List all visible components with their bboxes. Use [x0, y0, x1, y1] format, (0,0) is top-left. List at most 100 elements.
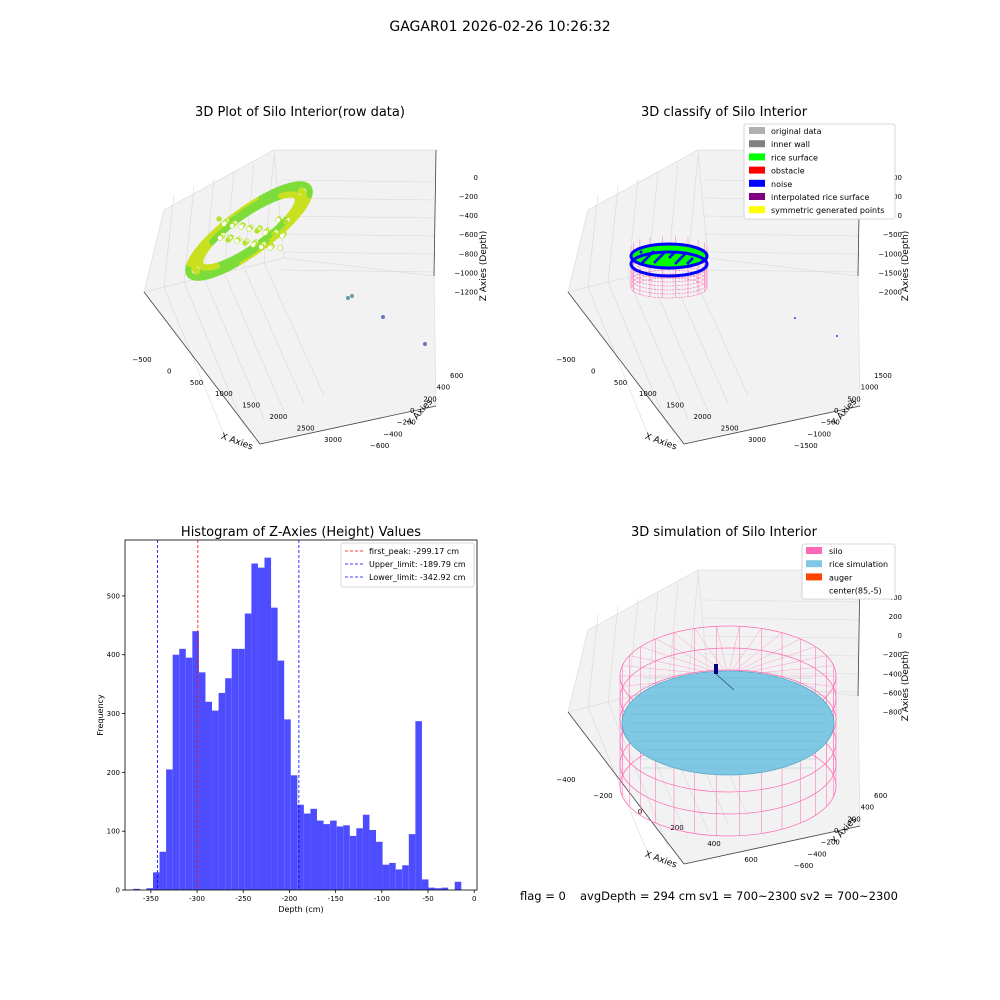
sim-legend-swatch [806, 547, 822, 554]
cls-noise-point [678, 257, 682, 261]
raw-title: 3D Plot of Silo Interior(row data) [195, 105, 405, 120]
sim-xtick-label: −200 [593, 792, 612, 800]
cls-legend-label: obstacle [771, 167, 805, 176]
raw-xtick-label: −500 [132, 356, 151, 364]
classify-xlabel: X Axies [643, 432, 678, 453]
cls-ytick-label: −1500 [794, 442, 818, 450]
histogram-bar [382, 864, 390, 890]
raw-inner-point [279, 233, 285, 239]
sim-grid [587, 707, 649, 855]
cls-grid [703, 251, 861, 255]
raw-inner-point [254, 228, 260, 234]
footer-sv1: sv1 = 700~2300 [699, 889, 797, 903]
cls-noise-point [639, 250, 643, 254]
footer-avg-depth: avgDepth = 294 cm [580, 889, 696, 903]
cls-xtick-label: 0 [591, 367, 595, 375]
simulation-panel: 3D simulation of Silo Interior −400 −200 0… [556, 525, 911, 871]
cls-noise-point [688, 259, 692, 263]
sim-ztick-label: 400 [889, 594, 902, 602]
histogram-bar [369, 830, 377, 890]
histogram-bar [225, 678, 232, 890]
histogram-bar [159, 851, 167, 890]
histogram-bar [290, 775, 298, 890]
sim-grid [587, 614, 599, 708]
sim-ytick-label: 600 [874, 792, 887, 800]
sim-grid [607, 702, 669, 847]
histogram-ylabel: Frequency [96, 694, 105, 736]
histogram-bar [284, 719, 291, 890]
raw-inner-point [216, 216, 222, 222]
histogram-bar [297, 804, 304, 890]
classify-panel: 3D classify of Silo Interior −5000500100… [556, 105, 911, 453]
histogram-xtick-label: 0 [472, 895, 476, 903]
classify-title: 3D classify of Silo Interior [641, 105, 808, 120]
histogram-bar [421, 879, 429, 890]
raw-inner-point [238, 224, 244, 230]
histogram-legend-label: Lower_limit: -342.92 cm [369, 573, 466, 582]
histogram-bar [454, 881, 462, 890]
sim-xtick-label: −400 [556, 776, 575, 784]
raw-x-axis-line [143, 291, 261, 445]
histogram-bar [415, 721, 422, 890]
raw-grid [243, 267, 305, 404]
cls-noise-point [684, 251, 688, 255]
raw-grid [203, 277, 265, 419]
raw-ztick-label: 0 [474, 174, 478, 182]
histogram-title: Histogram of Z-Axies (Height) Values [181, 525, 421, 540]
cls-noise-point [668, 255, 672, 259]
histogram-bar [356, 828, 363, 890]
cls-legend-swatch [749, 206, 765, 214]
sim-grid [647, 591, 659, 693]
sim-legend-label: auger [829, 573, 853, 582]
simulation-title: 3D simulation of Silo Interior [631, 525, 818, 540]
raw-inner-point [229, 223, 235, 229]
histogram-bar [441, 887, 449, 890]
raw-outlier-point [381, 315, 385, 319]
cls-noise-point [659, 254, 663, 258]
histogram-bar [244, 613, 252, 890]
sim-ztick-label: 0 [898, 632, 902, 640]
cls-noise-point [672, 251, 676, 255]
histogram-ytick-label: 300 [107, 710, 120, 718]
raw-grid [279, 179, 437, 183]
cls-grid [703, 269, 861, 273]
raw-xlabel: X Axies [219, 432, 254, 453]
cls-grid [587, 287, 649, 435]
cls-ytick-label: 1500 [874, 372, 892, 380]
raw-inner-point [242, 240, 248, 246]
histogram-xtick-label: -300 [189, 895, 205, 903]
sim-legend-label: center(85,-5) [829, 587, 882, 596]
histogram-bar [336, 826, 344, 890]
cls-ytick-label: −1000 [807, 430, 831, 438]
sim-x-axis-line [567, 711, 685, 865]
raw-outlier-point [350, 294, 354, 298]
sim-silo-spoke [716, 626, 729, 677]
histogram-xtick-label: -100 [374, 895, 390, 903]
histogram-bar [133, 888, 140, 890]
simulation-axes-box: −400−20002004006006004002000−200−400−600… [556, 569, 902, 870]
cls-xtick-label: 1000 [639, 390, 657, 398]
histogram-ytick-label: 200 [107, 769, 120, 777]
sim-ztick-label: −400 [883, 670, 902, 678]
cls-legend-label: symmetric generated points [771, 206, 884, 215]
raw-ztick-label: −200 [459, 193, 478, 201]
sim-ytick-label: −200 [821, 839, 840, 847]
cls-ytick-label: 500 [847, 395, 860, 403]
cls-noise-point [651, 250, 655, 254]
cls-legend-swatch [749, 193, 765, 200]
histogram-bar [251, 563, 258, 890]
raw-ztick-label: −800 [459, 250, 478, 258]
sim-grid [703, 617, 861, 621]
histogram-panel: Histogram of Z-Axies (Height) Values -35… [96, 525, 478, 914]
histogram-bar [435, 888, 442, 890]
sim-ytick-label: −400 [807, 850, 826, 858]
sim-silo-spoke [727, 632, 783, 677]
cls-grid [627, 178, 639, 278]
raw-zlabel: Z Axies (Depth) [479, 231, 489, 302]
histogram-bar [205, 701, 213, 890]
raw-xtick-label: 1000 [215, 390, 233, 398]
raw-inner-point [246, 226, 252, 232]
raw-grid [263, 262, 325, 396]
cls-noise-point [690, 257, 694, 261]
cls-legend-swatch [749, 153, 765, 161]
